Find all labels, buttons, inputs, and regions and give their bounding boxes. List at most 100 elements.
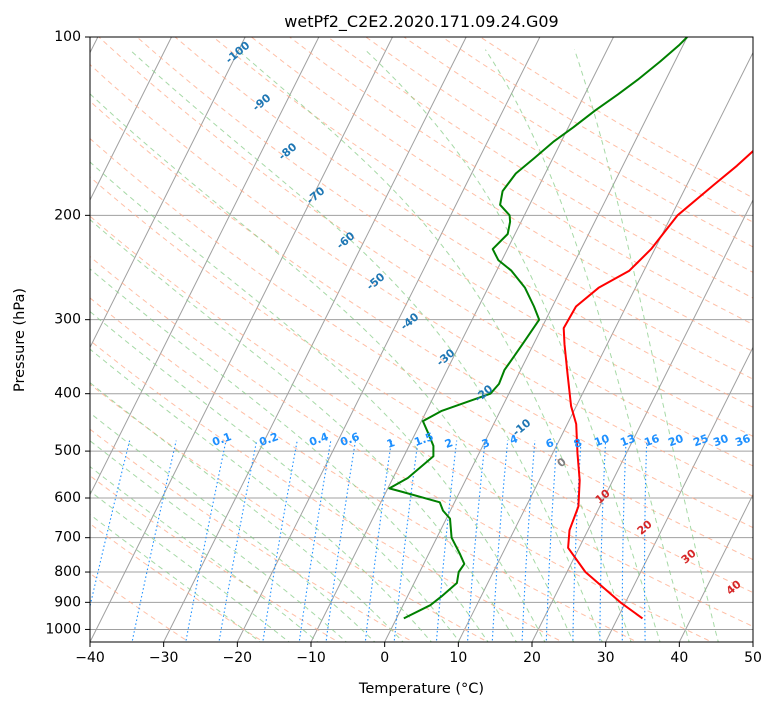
dry-adiabat-line (90, 475, 340, 642)
mixing-ratio-label: 25 (691, 432, 710, 449)
mixing-ratio-line (262, 440, 298, 642)
y-tick-label: 800 (54, 564, 81, 580)
dry-adiabat-line (327, 37, 753, 299)
moist-adiabat-line (129, 49, 603, 642)
isotherm-line (90, 37, 393, 642)
y-tick-label: 600 (54, 490, 81, 506)
x-tick-label: 0 (380, 650, 389, 666)
plot-frame (89, 36, 754, 643)
mixing-ratio-line (185, 440, 227, 642)
moist-adiabat-line (90, 466, 319, 642)
mixing-ratio-line (521, 440, 536, 642)
dry-adiabat-line (90, 297, 639, 642)
isotherm-line (90, 37, 246, 349)
isotherm-line (236, 37, 541, 642)
mixing-ratio-label: 36 (733, 432, 752, 450)
y-tick-label: 200 (54, 207, 81, 223)
mixing-ratio-label: 0.4 (307, 430, 330, 449)
x-tick-label: −40 (75, 650, 105, 666)
isotherm-line (310, 37, 614, 642)
mixing-ratio-label: 30 (711, 432, 730, 450)
y-tick-label: 700 (54, 530, 81, 546)
chart-title: wetPf2_C2E2.2020.171.09.24.G09 (284, 12, 558, 32)
x-axis-title: Temperature (°C) (358, 681, 484, 697)
x-tick-label: −20 (223, 650, 253, 666)
dry-adiabat-line (90, 100, 753, 529)
moist-adiabat-line (90, 161, 546, 642)
mixing-ratio-label: 6 (544, 436, 556, 451)
mixing-ratio-label: 13 (618, 432, 637, 449)
mixing-ratio-line (218, 440, 258, 642)
mixing-ratio-line (435, 440, 458, 642)
moist-adiabat-line (90, 382, 404, 642)
mixing-ratio-line (545, 440, 558, 642)
mixing-ratio-label: 2 (443, 436, 455, 451)
mixing-ratio-label: 0.1 (210, 430, 233, 449)
mixing-ratio-line (364, 440, 393, 642)
mixing-ratio-line (572, 440, 582, 642)
dry-adiabat-line (90, 215, 753, 628)
mixing-ratio-line (131, 440, 177, 642)
mixing-ratio-line (393, 440, 419, 642)
mixing-ratio-line (90, 440, 131, 609)
moist-adiabat-line (90, 268, 489, 642)
x-tick-label: 40 (670, 650, 688, 666)
x-tick-label: −30 (149, 650, 179, 666)
background-lines (90, 37, 753, 642)
y-tick-label: 400 (54, 386, 81, 402)
x-tick-label: 50 (744, 650, 762, 666)
y-tick-label: 500 (54, 443, 81, 459)
mixing-ratio-label: 0.2 (257, 430, 280, 449)
mixing-ratio-line (325, 440, 357, 642)
x-tick-label: 20 (523, 650, 541, 666)
y-tick-label: 900 (54, 594, 81, 610)
isotherm-line (90, 37, 172, 202)
mixing-ratio-line (466, 440, 486, 642)
mixing-ratio-label: 10 (592, 432, 611, 450)
mixing-ratio-line (644, 440, 648, 642)
series-layer (388, 37, 753, 620)
y-axis-title: Pressure (hPa) (12, 288, 28, 392)
mixing-ratio-label: 16 (642, 432, 661, 450)
dry-adiabat-line (90, 428, 414, 642)
dewpoint-line (388, 37, 688, 620)
dry-adiabat-line (289, 37, 753, 326)
moist-adiabat-line (484, 49, 690, 642)
mixing-ratio-label: 20 (666, 432, 685, 450)
moist-adiabat-line (364, 49, 661, 642)
x-tick-label: 30 (597, 650, 615, 666)
mixing-ratio-line (599, 440, 607, 642)
mixing-ratio-label: 8 (572, 436, 584, 451)
dry-adiabat-line (212, 37, 753, 380)
temperature-line (562, 149, 753, 620)
mixing-ratio-label: 0.6 (338, 430, 361, 449)
dry-adiabat-line (136, 37, 753, 437)
dry-adiabat-line (98, 37, 753, 467)
isotherm-line (678, 493, 753, 642)
isotherm-line (531, 198, 753, 642)
isotherm-line (90, 37, 320, 496)
y-tick-label: 1000 (45, 621, 81, 637)
moist-adiabat-line (90, 440, 348, 642)
x-tick-label: 10 (449, 650, 467, 666)
mixing-ratio-line (621, 440, 627, 642)
moist-adiabat-line (236, 49, 632, 642)
mixing-ratio-line (491, 440, 509, 642)
dry-adiabat-line (90, 176, 753, 594)
moist-adiabat-line (90, 348, 433, 642)
dry-adiabat-line (90, 572, 190, 642)
isotherm-line (457, 51, 753, 642)
axis-ticks: −40 −30 −20 −10 0 10 20 30 40 50 1000 900 800 700 600 5… (45, 29, 762, 666)
mixing-ratio-label: 1.5 (412, 430, 435, 449)
moist-adiabat-line (90, 93, 575, 642)
mixing-ratio-line (298, 440, 332, 642)
isotherm-line (384, 37, 688, 642)
isotherm-line (163, 37, 467, 642)
x-tick-label: −10 (296, 650, 326, 666)
mixing-ratio-label: 3 (480, 436, 492, 451)
y-tick-label: 300 (54, 312, 81, 328)
dry-adiabat-line (90, 383, 489, 642)
dry-adiabat-line (90, 255, 713, 642)
